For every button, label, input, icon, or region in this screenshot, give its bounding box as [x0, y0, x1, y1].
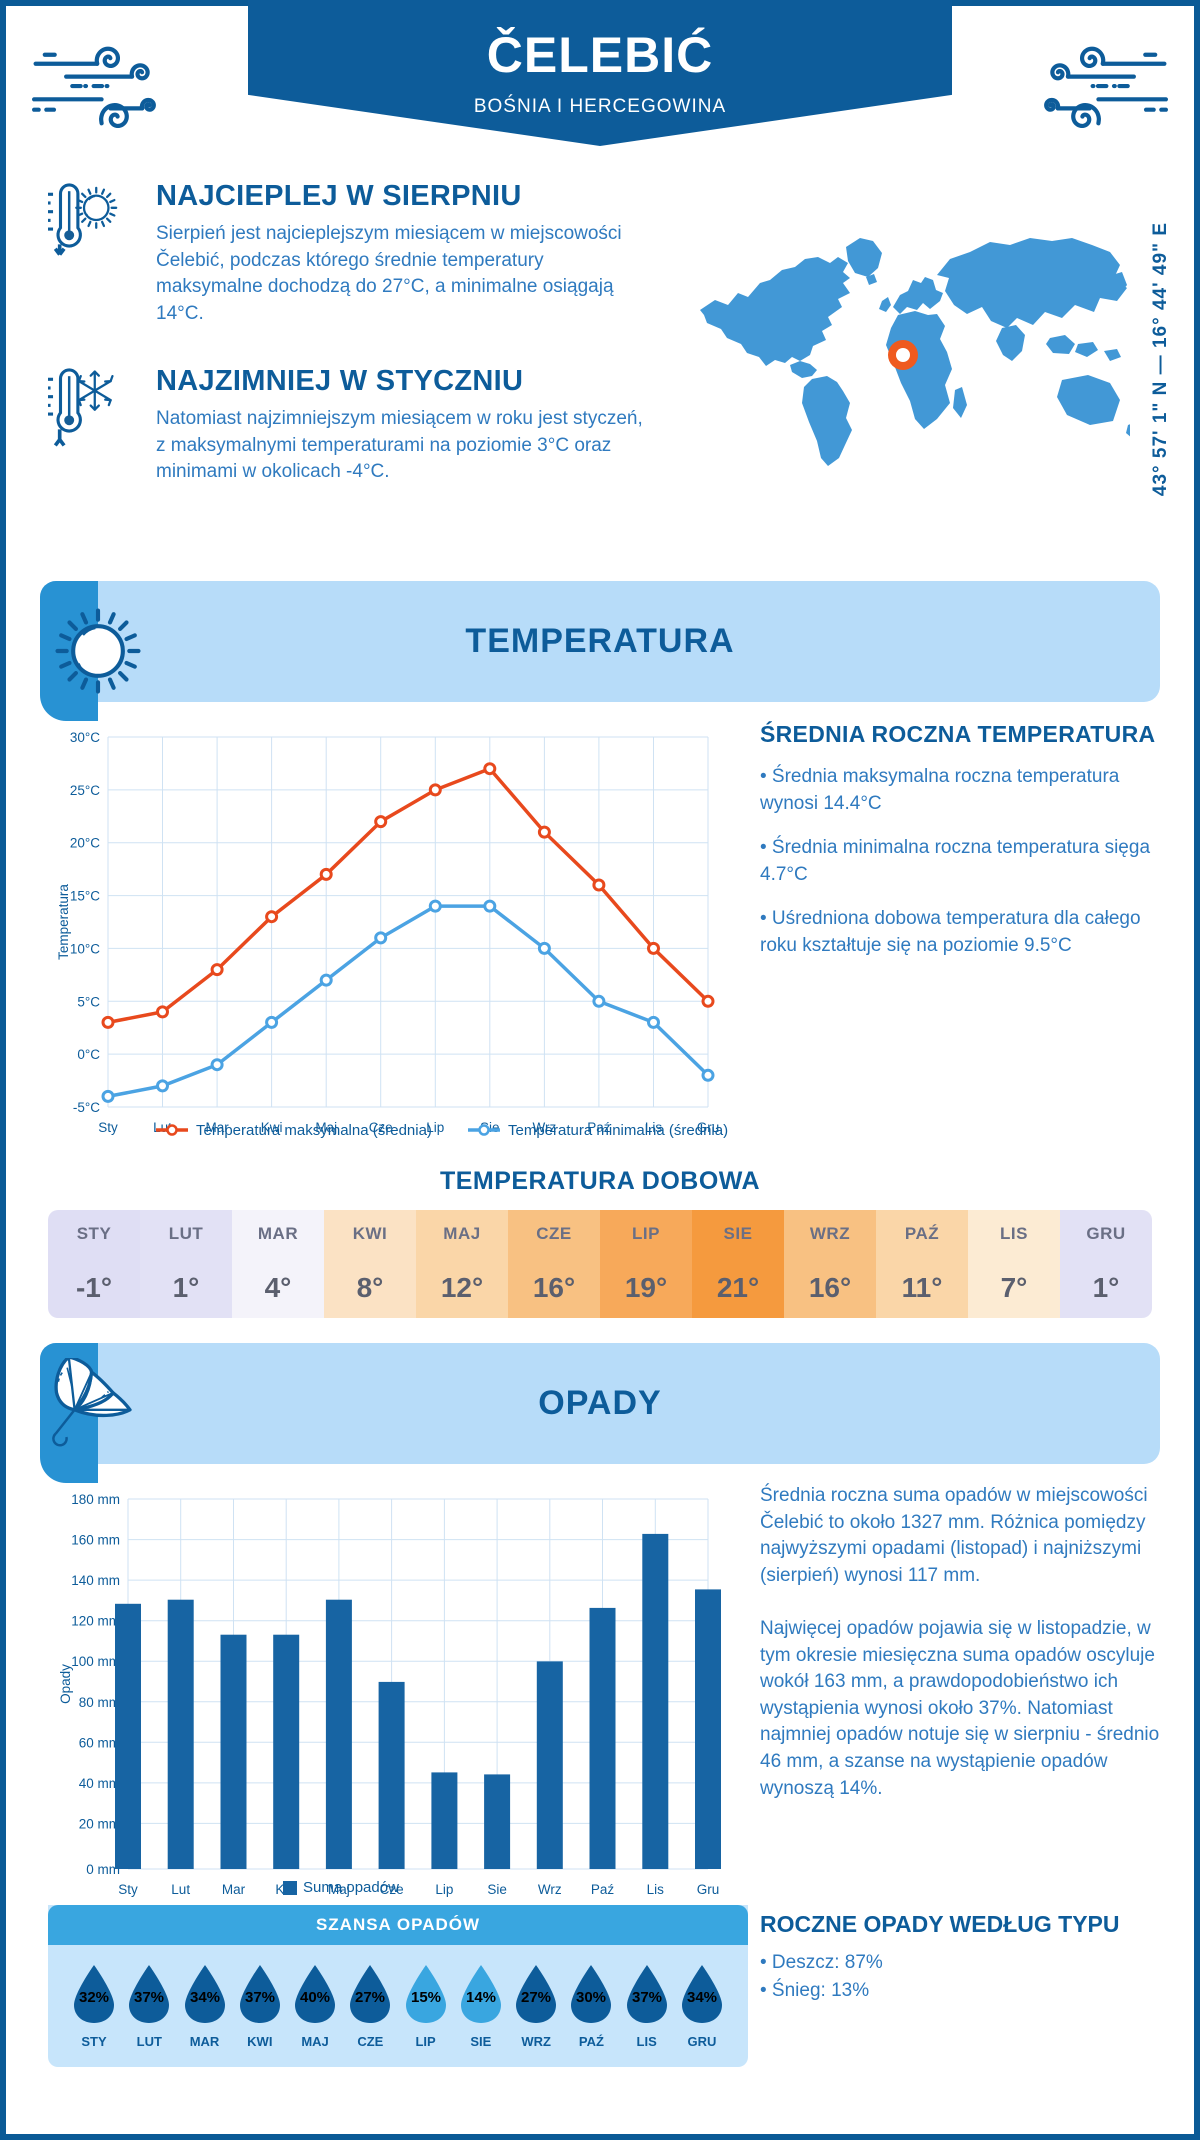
svg-text:160 mm: 160 mm: [71, 1533, 120, 1548]
svg-text:Sty: Sty: [118, 1882, 138, 1897]
svg-text:120 mm: 120 mm: [71, 1614, 120, 1629]
svg-text:140 mm: 140 mm: [71, 1573, 120, 1588]
svg-text:14%: 14%: [466, 1989, 496, 2006]
svg-text:34%: 34%: [190, 1989, 220, 2006]
svg-text:Temperatura minimalna (średnia: Temperatura minimalna (średnia): [508, 1122, 728, 1139]
svg-text:37%: 37%: [632, 1989, 662, 2006]
svg-text:Temperatura maksymalna (średni: Temperatura maksymalna (średnia): [196, 1122, 432, 1139]
svg-text:15%: 15%: [411, 1989, 441, 2006]
svg-text:Paź: Paź: [591, 1882, 615, 1897]
svg-text:30°C: 30°C: [70, 730, 100, 745]
svg-text:37%: 37%: [245, 1989, 275, 2006]
svg-text:Sty: Sty: [98, 1120, 118, 1135]
svg-text:Mar: Mar: [222, 1882, 246, 1897]
svg-text:-5°C: -5°C: [73, 1100, 100, 1115]
svg-text:27%: 27%: [355, 1989, 385, 2006]
svg-text:40 mm: 40 mm: [79, 1776, 120, 1791]
svg-text:0 mm: 0 mm: [86, 1862, 120, 1877]
svg-text:60 mm: 60 mm: [79, 1735, 120, 1750]
svg-text:20 mm: 20 mm: [79, 1816, 120, 1831]
svg-text:Gru: Gru: [697, 1882, 720, 1897]
svg-text:180 mm: 180 mm: [71, 1492, 120, 1507]
svg-text:Lis: Lis: [647, 1882, 665, 1897]
svg-text:Temperatura: Temperatura: [56, 884, 71, 960]
svg-text:Wrz: Wrz: [538, 1882, 562, 1897]
svg-text:5°C: 5°C: [77, 994, 100, 1009]
svg-text:34%: 34%: [687, 1989, 717, 2006]
svg-text:32%: 32%: [79, 1989, 109, 2006]
svg-text:Suma opadów: Suma opadów: [303, 1879, 399, 1896]
svg-text:27%: 27%: [521, 1989, 551, 2006]
svg-text:37%: 37%: [134, 1989, 164, 2006]
svg-text:Lip: Lip: [435, 1882, 453, 1897]
svg-text:30%: 30%: [576, 1989, 606, 2006]
svg-text:0°C: 0°C: [77, 1047, 100, 1062]
svg-text:10°C: 10°C: [70, 941, 100, 956]
svg-text:40%: 40%: [300, 1989, 330, 2006]
svg-text:Lut: Lut: [171, 1882, 190, 1897]
svg-text:Sie: Sie: [487, 1882, 507, 1897]
svg-text:80 mm: 80 mm: [79, 1695, 120, 1710]
svg-text:15°C: 15°C: [70, 889, 100, 904]
svg-text:20°C: 20°C: [70, 836, 100, 851]
svg-text:25°C: 25°C: [70, 783, 100, 798]
svg-text:100 mm: 100 mm: [71, 1654, 120, 1669]
svg-text:Opady: Opady: [58, 1664, 73, 1704]
